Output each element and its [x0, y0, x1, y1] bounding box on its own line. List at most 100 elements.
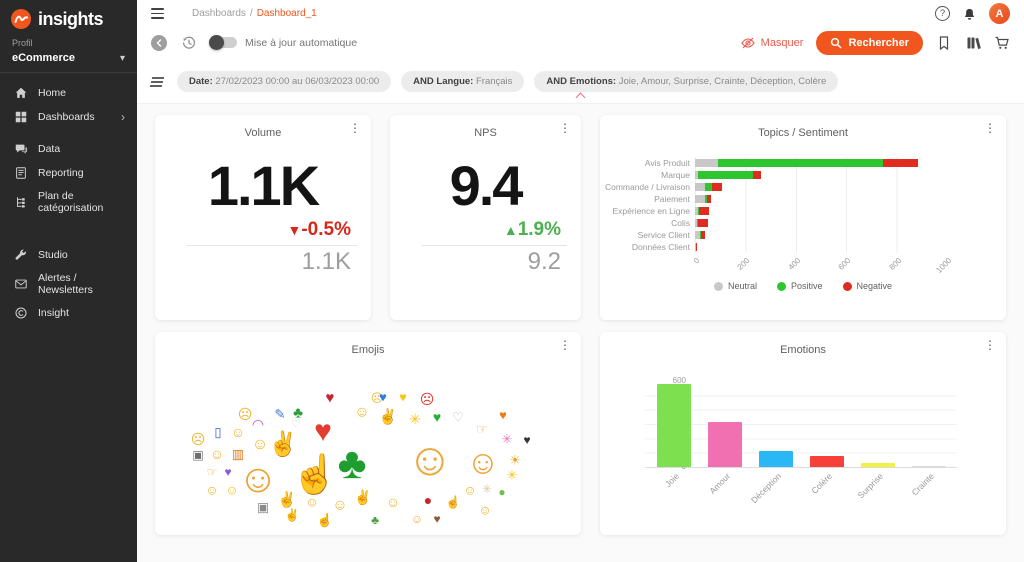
search-button[interactable]: Rechercher — [816, 30, 923, 55]
emoji-folded-hands: ✌ — [277, 491, 297, 509]
topics-category-label: Commande / Livraison — [604, 182, 690, 192]
topics-bar-segment-neutral[interactable] — [695, 243, 696, 251]
sidebar-item-reporting[interactable]: Reporting — [0, 161, 137, 185]
topics-category-label: Marque — [661, 170, 690, 180]
sidebar-item-dashboards[interactable]: Dashboards › — [0, 105, 137, 129]
topics-chart: Avis Produit Marque Commande / Livraison Pa… — [600, 157, 1006, 253]
emoji-leaf: ♣ — [371, 513, 379, 527]
sidebar-item-data[interactable]: Data — [0, 137, 137, 161]
emotions-bar-surprise[interactable] — [861, 463, 895, 467]
topics-bar-row — [695, 217, 947, 229]
topics-bar-segment-negative[interactable] — [707, 195, 712, 203]
emoji-cherry-blossom: ✳ — [501, 431, 513, 447]
emoji-flexed-biceps: ☝ — [316, 512, 334, 528]
logo[interactable]: insights — [0, 0, 137, 36]
logo-text: insights — [38, 8, 104, 29]
topics-bar-segment-negative[interactable] — [697, 219, 708, 227]
kebab-menu-icon[interactable]: ⋮ — [984, 121, 996, 135]
emotions-bars: Joie Amour Déception Colère Surprise Crainte — [657, 381, 946, 505]
topics-bar-segment-positive[interactable] — [698, 207, 699, 215]
avatar[interactable]: A — [989, 3, 1010, 24]
topics-bar-segment-neutral[interactable] — [695, 231, 701, 239]
emotions-bar-déception[interactable] — [759, 451, 793, 467]
filter-pill[interactable]: AND Emotions: Joie, Amour, Surprise, Cra… — [534, 71, 839, 92]
sidebar-item-label: Home — [38, 87, 67, 99]
topics-bar-segment-negative[interactable] — [695, 243, 697, 251]
topics-bar-segment-neutral[interactable] — [695, 219, 698, 227]
legend-item-negative[interactable]: Negative — [842, 281, 892, 291]
topics-bar-segment-positive[interactable] — [700, 231, 701, 239]
breadcrumb: Dashboards / Dashboard_1 — [192, 8, 317, 19]
legend-item-neutral[interactable]: Neutral — [713, 281, 757, 291]
history-icon[interactable] — [181, 35, 197, 51]
topics-bar-segment-neutral[interactable] — [695, 195, 706, 203]
cart-icon[interactable] — [994, 35, 1010, 51]
emojis-card-title: Emojis — [351, 344, 385, 356]
topics-bar-row — [695, 181, 947, 193]
hide-filters-button[interactable]: Masquer — [740, 35, 803, 51]
topics-bar-segment-positive[interactable] — [697, 219, 698, 227]
auto-refresh-toggle[interactable]: Mise à jour automatique — [209, 34, 357, 50]
legend-item-positive[interactable]: Positive — [776, 281, 823, 291]
topics-bar-segment-neutral[interactable] — [695, 183, 706, 191]
bookmark-icon[interactable] — [936, 35, 952, 51]
topics-bar-segment-negative[interactable] — [752, 171, 762, 179]
topics-bar-segment-positive[interactable] — [705, 183, 712, 191]
divider — [422, 244, 567, 246]
topics-bar-segment-neutral[interactable] — [695, 159, 718, 167]
kebab-menu-icon[interactable]: ⋮ — [559, 338, 571, 352]
emoji-ok-hand-2: ☞ — [476, 421, 488, 437]
emotions-bar-crainte[interactable] — [912, 465, 946, 467]
volume-delta: ▼-0.5% — [287, 218, 352, 240]
sidebar-item-alerts[interactable]: Alertes / Newsletters — [0, 267, 137, 301]
library-icon[interactable] — [965, 35, 981, 51]
emoji-thumbs-up: ☝ — [291, 454, 339, 496]
emoji-clapping-hands: ✌ — [378, 408, 398, 426]
sidebar-item-studio[interactable]: Studio — [0, 243, 137, 267]
sidebar-item-home[interactable]: Home — [0, 81, 137, 105]
main: Dashboards / Dashboard_1 ? A Mise à jour a… — [137, 0, 1024, 562]
filter-pill[interactable]: Date: 27/02/2023 00:00 au 06/03/2023 00:… — [177, 71, 392, 92]
topics-bar-segment-positive[interactable] — [705, 195, 708, 203]
chevron-right-icon: › — [121, 110, 125, 124]
emoji-computer: ▣ — [256, 499, 270, 515]
topics-bar-segment-positive[interactable] — [697, 171, 753, 179]
filter-icon[interactable] — [149, 76, 165, 87]
sidebar-item-label: Insight — [38, 307, 69, 319]
collapse-filters-chevron-icon[interactable] — [575, 92, 586, 103]
topics-bar-segment-neutral[interactable] — [695, 207, 699, 215]
sidebar-item-insight[interactable]: Insight — [0, 301, 137, 325]
topics-bar-segment-positive[interactable] — [717, 159, 883, 167]
help-icon[interactable]: ? — [935, 6, 950, 21]
filter-pill[interactable]: AND Langue: Français — [401, 71, 525, 92]
back-button[interactable] — [151, 34, 167, 51]
kebab-menu-icon[interactable]: ⋮ — [349, 121, 361, 135]
back-arrow-icon — [156, 38, 162, 47]
emotions-bar-amour[interactable] — [708, 421, 742, 467]
sidebar-item-plan[interactable]: Plan de catégorisation — [0, 185, 137, 219]
filter-pill-value: Joie, Amour, Surprise, Crainte, Déceptio… — [618, 76, 827, 87]
caret-down-icon: ▾ — [119, 52, 125, 64]
emoji-open-hands: ✌ — [284, 508, 300, 522]
topics-bar-segment-negative[interactable] — [711, 183, 723, 191]
emoji-white-heart: ♡ — [452, 409, 464, 425]
kebab-menu-icon[interactable]: ⋮ — [559, 121, 571, 135]
topics-bar-segment-negative[interactable] — [700, 231, 705, 239]
topics-bar-segment-negative[interactable] — [882, 159, 918, 167]
breadcrumb-current[interactable]: Dashboard_1 — [256, 8, 317, 19]
notifications-icon[interactable] — [962, 6, 977, 21]
emoji-winking-face: ☺ — [332, 496, 348, 514]
emotions-y-tick-label: 600 — [672, 376, 686, 385]
emotions-bar-slot: Amour — [707, 421, 742, 496]
emotions-bar-colère[interactable] — [810, 455, 844, 467]
topics-bar-segment-negative[interactable] — [698, 207, 709, 215]
kebab-menu-icon[interactable]: ⋮ — [984, 338, 996, 352]
hamburger-menu-icon[interactable] — [151, 8, 164, 19]
studio-icon — [14, 248, 28, 262]
emotions-bar-joie[interactable] — [657, 383, 691, 467]
breadcrumb-root[interactable]: Dashboards — [192, 8, 246, 19]
profile-selector[interactable]: eCommerce ▾ — [12, 52, 125, 64]
topics-bar-segment-neutral[interactable] — [695, 171, 698, 179]
emoji-orange-heart: ♥ — [499, 407, 507, 423]
sidebar-nav: Home Dashboards › Data Reporting Plan de caté… — [0, 73, 137, 325]
